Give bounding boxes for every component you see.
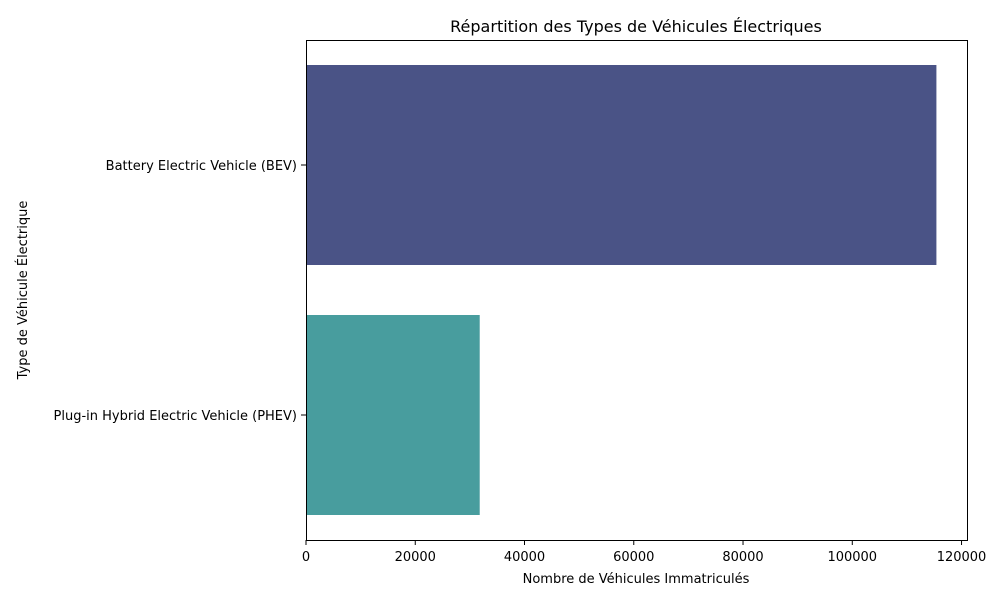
x-tick-label: 40000: [504, 550, 545, 565]
y-tick-label: Battery Electric Vehicle (BEV): [106, 159, 297, 174]
bar-phev: [306, 315, 480, 515]
y-axis-label: Type de Véhicule Électrique: [15, 201, 31, 381]
bar-bev: [306, 65, 937, 265]
x-ticks-group: 0 20000 40000 60000 80000 100000 120000: [302, 540, 986, 565]
x-tick-label: 20000: [395, 550, 436, 565]
y-ticks-group: Battery Electric Vehicle (BEV) Plug-in Hy…: [54, 159, 306, 424]
x-tick-label: 0: [302, 550, 310, 565]
x-tick-label: 60000: [613, 550, 654, 565]
bars-group: [306, 65, 937, 515]
x-tick-label: 80000: [722, 550, 763, 565]
x-tick-label: 100000: [827, 550, 877, 565]
plot-frame: [306, 40, 968, 541]
y-tick-label: Plug-in Hybrid Electric Vehicle (PHEV): [54, 409, 297, 424]
x-axis-label: Nombre de Véhicules Immatriculés: [523, 572, 750, 587]
chart-title: Répartition des Types de Véhicules Élect…: [450, 17, 822, 36]
x-tick-label: 120000: [937, 550, 987, 565]
